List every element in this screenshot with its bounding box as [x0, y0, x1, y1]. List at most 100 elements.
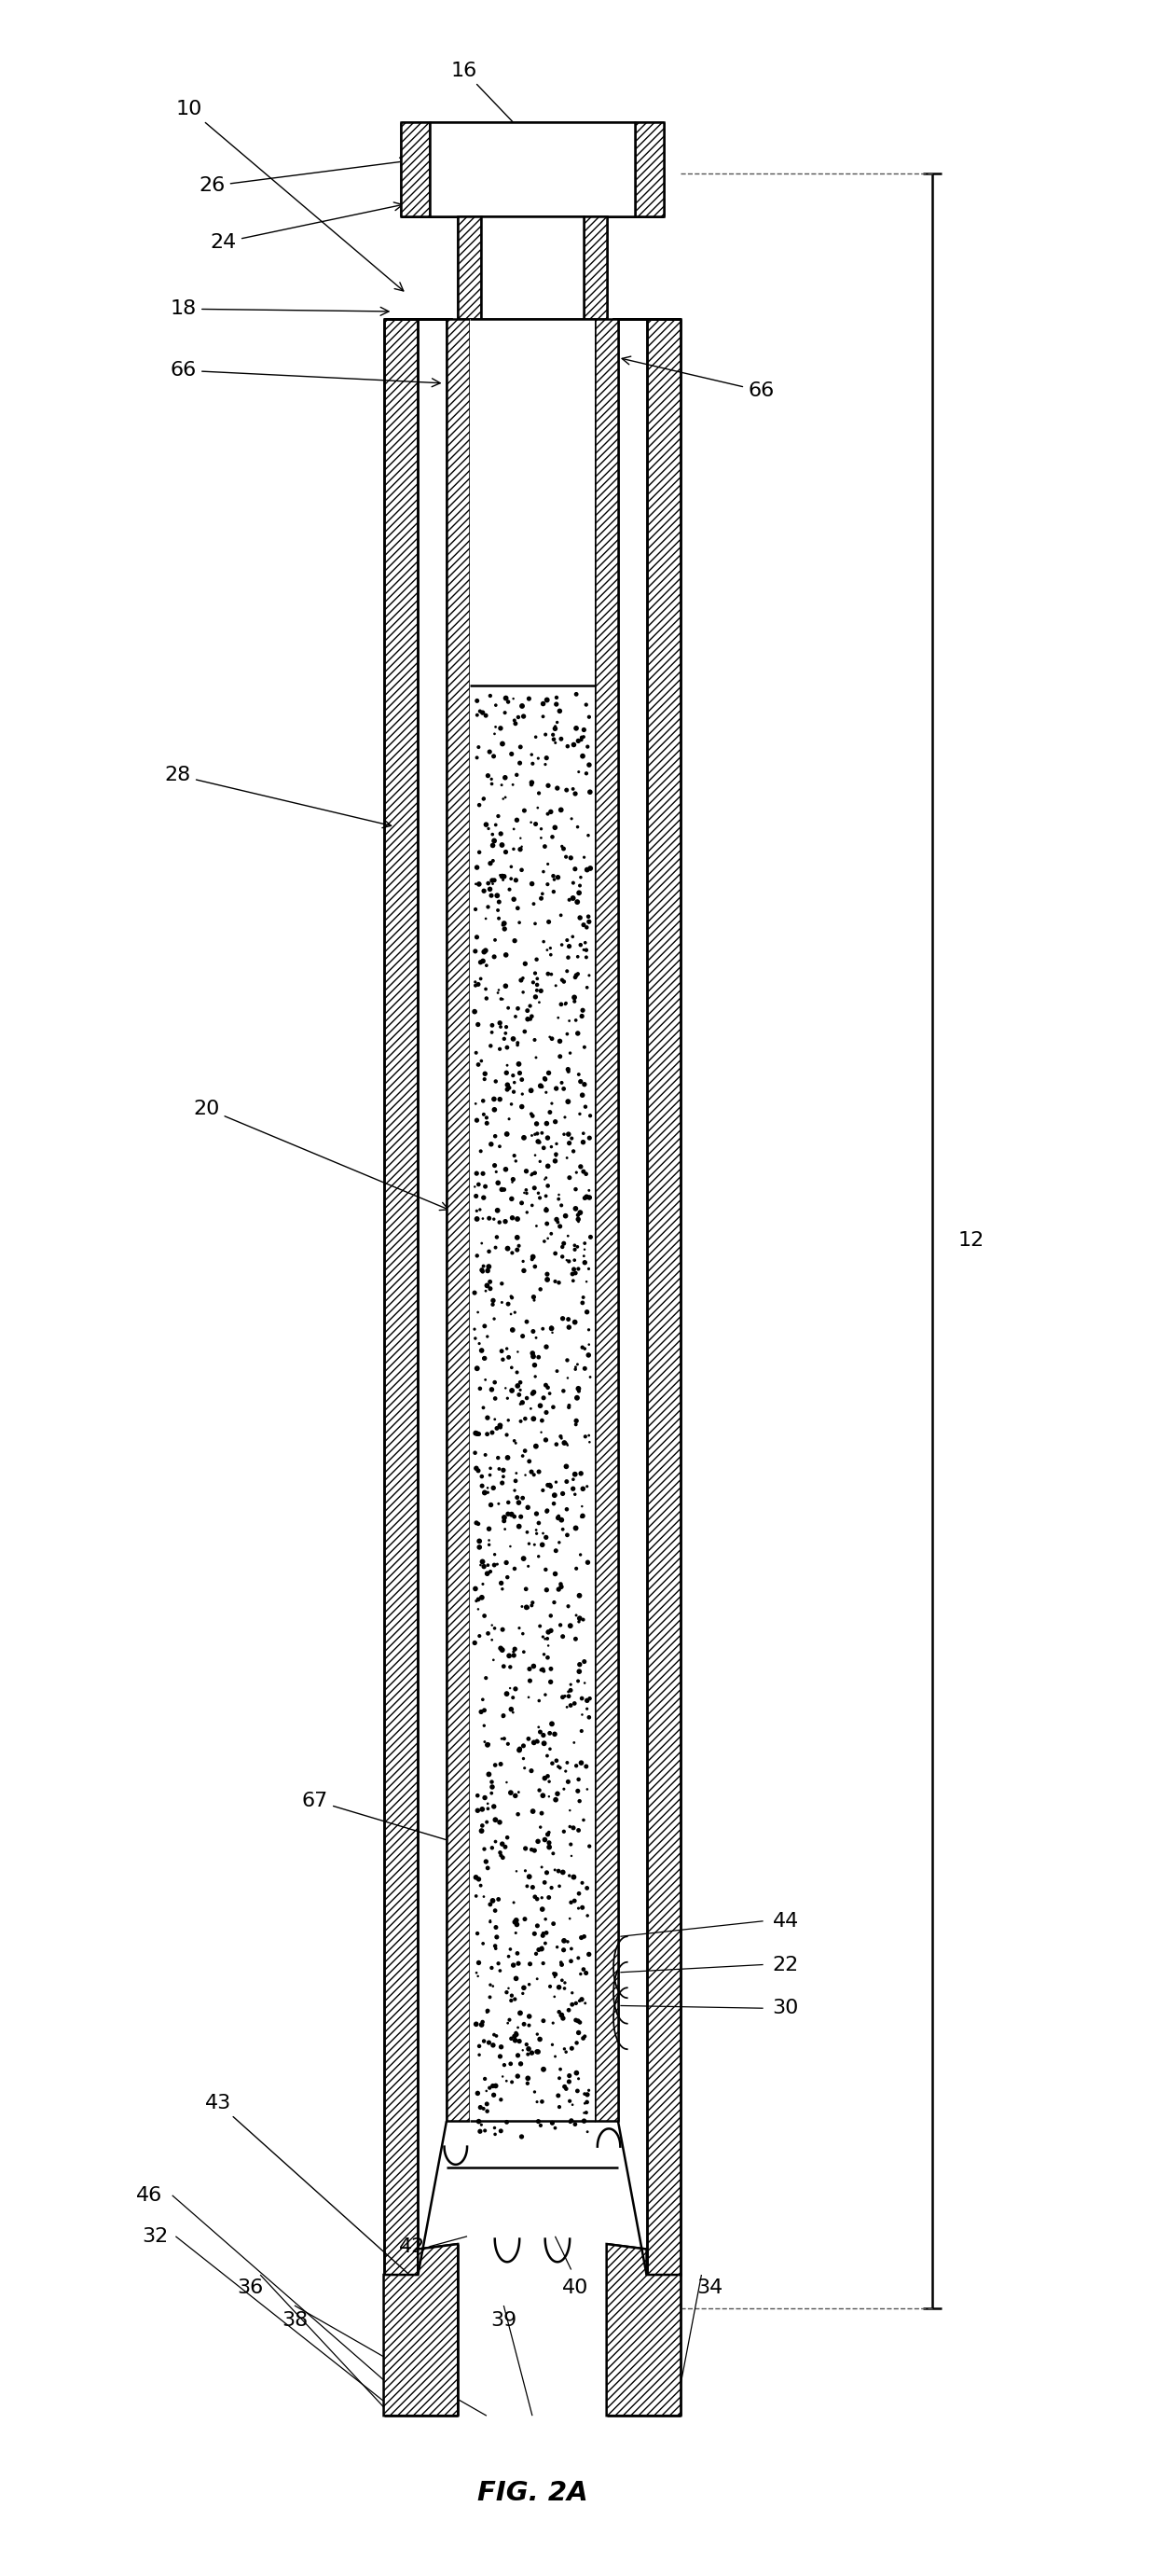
Point: [505, 1136, 524, 1177]
Point: [519, 1677, 538, 1718]
Text: 14: 14: [519, 492, 546, 513]
Point: [560, 1386, 578, 1427]
Point: [544, 1904, 563, 1945]
Point: [536, 1517, 555, 1558]
Point: [571, 1535, 590, 1577]
Point: [563, 2084, 581, 2125]
Point: [509, 889, 527, 930]
Point: [577, 938, 595, 979]
Point: [513, 685, 532, 726]
Point: [528, 1113, 547, 1154]
Point: [517, 1587, 535, 1628]
Point: [550, 2058, 569, 2099]
Point: [511, 726, 529, 768]
Point: [572, 716, 591, 757]
Point: [562, 837, 580, 878]
Point: [509, 1198, 527, 1239]
Point: [504, 1631, 523, 1672]
Point: [486, 1607, 504, 1649]
Point: [555, 1929, 573, 1971]
Point: [547, 1780, 565, 1821]
Point: [566, 956, 585, 997]
Point: [560, 1587, 578, 1628]
Point: [544, 1582, 563, 1623]
Point: [547, 1133, 565, 1175]
Point: [517, 1151, 535, 1193]
Point: [506, 1461, 525, 1502]
Point: [476, 1656, 495, 1698]
Point: [483, 1767, 502, 1808]
Point: [519, 2027, 538, 2069]
Point: [518, 1378, 536, 1419]
Point: [506, 703, 525, 744]
Point: [529, 737, 548, 778]
Point: [577, 752, 595, 793]
Point: [475, 1059, 494, 1100]
Point: [475, 2058, 494, 2099]
Point: [520, 2004, 539, 2045]
Point: [474, 1247, 492, 1288]
Point: [557, 1489, 576, 1530]
Polygon shape: [646, 319, 681, 2275]
Point: [497, 2061, 516, 2102]
Point: [543, 1744, 562, 1785]
Point: [551, 719, 570, 760]
Point: [542, 1649, 561, 1690]
Point: [505, 1291, 524, 1332]
Point: [555, 1422, 573, 1463]
Point: [539, 1613, 557, 1654]
Point: [580, 696, 599, 737]
Bar: [429, 121, 635, 216]
Point: [517, 1829, 535, 1870]
Point: [480, 2022, 498, 2063]
Point: [484, 737, 503, 778]
Point: [511, 1991, 529, 2032]
Point: [514, 1739, 533, 1780]
Point: [548, 1927, 566, 1968]
Point: [550, 1522, 569, 1564]
Point: [479, 1468, 497, 1510]
Point: [486, 860, 504, 902]
Point: [476, 1054, 495, 1095]
Point: [577, 1747, 595, 1788]
Point: [509, 1942, 527, 1984]
Point: [523, 762, 541, 804]
Point: [528, 2081, 547, 2123]
Point: [468, 680, 487, 721]
Text: 24: 24: [210, 204, 402, 252]
Point: [482, 1484, 501, 1525]
Point: [467, 863, 486, 904]
Point: [536, 1922, 555, 1963]
Point: [511, 1383, 529, 1425]
Point: [490, 1079, 509, 1121]
Point: [564, 863, 583, 904]
Point: [491, 708, 510, 750]
Point: [468, 696, 487, 737]
Point: [564, 878, 583, 920]
Point: [516, 1010, 534, 1051]
Point: [546, 1260, 564, 1301]
Point: [563, 1984, 581, 2025]
Point: [566, 1984, 585, 2025]
Point: [526, 904, 544, 945]
Point: [535, 1633, 554, 1674]
Point: [479, 755, 497, 796]
Point: [489, 889, 507, 930]
Point: [562, 2099, 580, 2141]
Point: [571, 1193, 590, 1234]
Point: [539, 1118, 557, 1159]
Point: [576, 1087, 594, 1128]
Point: [555, 1968, 573, 2009]
Point: [531, 1121, 549, 1162]
Text: FIG. 2A: FIG. 2A: [477, 2481, 587, 2506]
Point: [495, 1646, 513, 1687]
Point: [581, 1358, 600, 1399]
Point: [544, 1953, 563, 1994]
Point: [558, 1340, 577, 1381]
Point: [575, 1641, 593, 1682]
Point: [578, 1770, 596, 1811]
Point: [520, 1522, 539, 1564]
Point: [549, 1262, 568, 1303]
Point: [528, 1906, 547, 1947]
Point: [525, 1721, 543, 1762]
